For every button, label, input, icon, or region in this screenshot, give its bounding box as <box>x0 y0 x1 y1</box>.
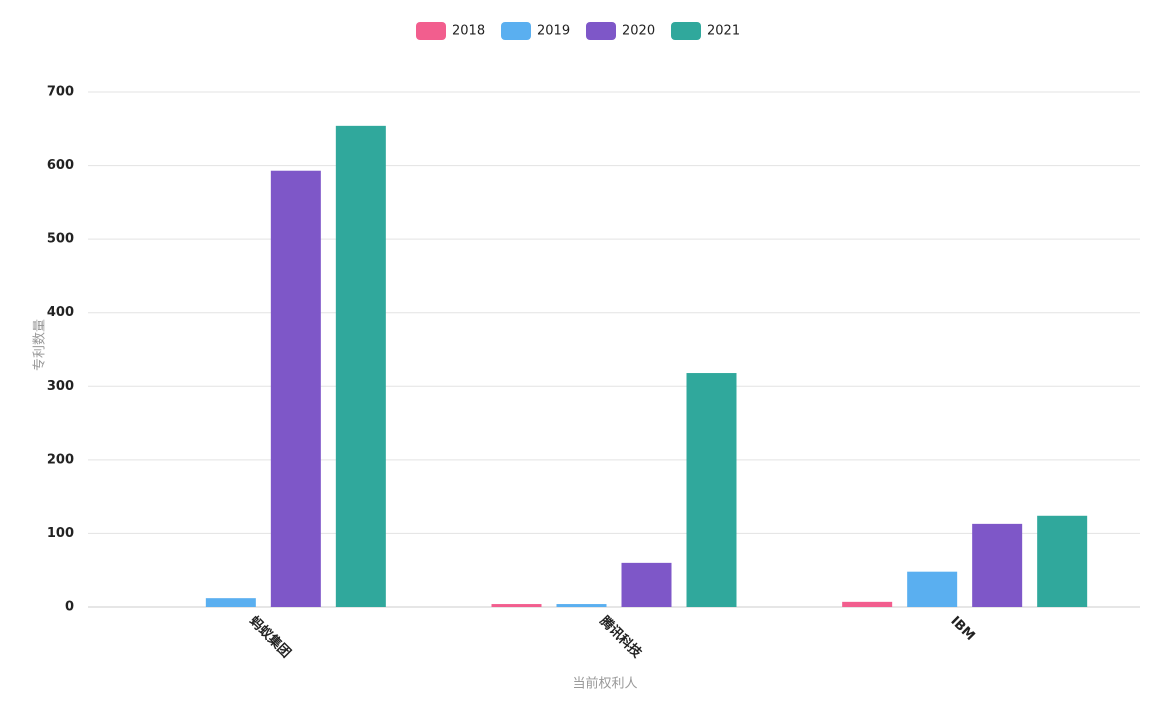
legend-label[interactable]: 2018 <box>452 24 485 39</box>
bar <box>621 562 672 607</box>
y-tick-label: 500 <box>47 232 74 247</box>
bar <box>907 571 958 607</box>
bar <box>556 604 607 607</box>
bar <box>686 373 737 607</box>
y-tick-label: 0 <box>65 600 74 615</box>
y-tick-label: 400 <box>47 305 74 320</box>
y-tick-label: 600 <box>47 158 74 173</box>
bar <box>491 604 542 607</box>
legend-swatch[interactable] <box>501 22 531 40</box>
y-axis-label: 专利数量 <box>33 319 48 371</box>
legend-swatch[interactable] <box>671 22 701 40</box>
bar <box>205 598 256 607</box>
bar <box>270 170 321 607</box>
bar <box>972 523 1023 607</box>
x-tick-label: 腾讯科技 <box>596 612 645 661</box>
bar <box>842 601 893 607</box>
legend-label[interactable]: 2019 <box>537 24 570 39</box>
legend-swatch[interactable] <box>586 22 616 40</box>
bar <box>335 125 386 607</box>
legend-swatch[interactable] <box>416 22 446 40</box>
x-tick-label: IBM <box>947 614 977 644</box>
legend-label[interactable]: 2020 <box>622 24 655 39</box>
legend-label[interactable]: 2021 <box>707 24 740 39</box>
y-tick-label: 200 <box>47 452 74 467</box>
x-tick-label: 蚂蚁集团 <box>246 613 294 661</box>
y-tick-label: 100 <box>47 526 74 541</box>
y-tick-label: 300 <box>47 379 74 394</box>
bar <box>1037 515 1088 607</box>
x-axis-label: 当前权利人 <box>572 676 637 692</box>
y-tick-label: 700 <box>47 85 74 100</box>
